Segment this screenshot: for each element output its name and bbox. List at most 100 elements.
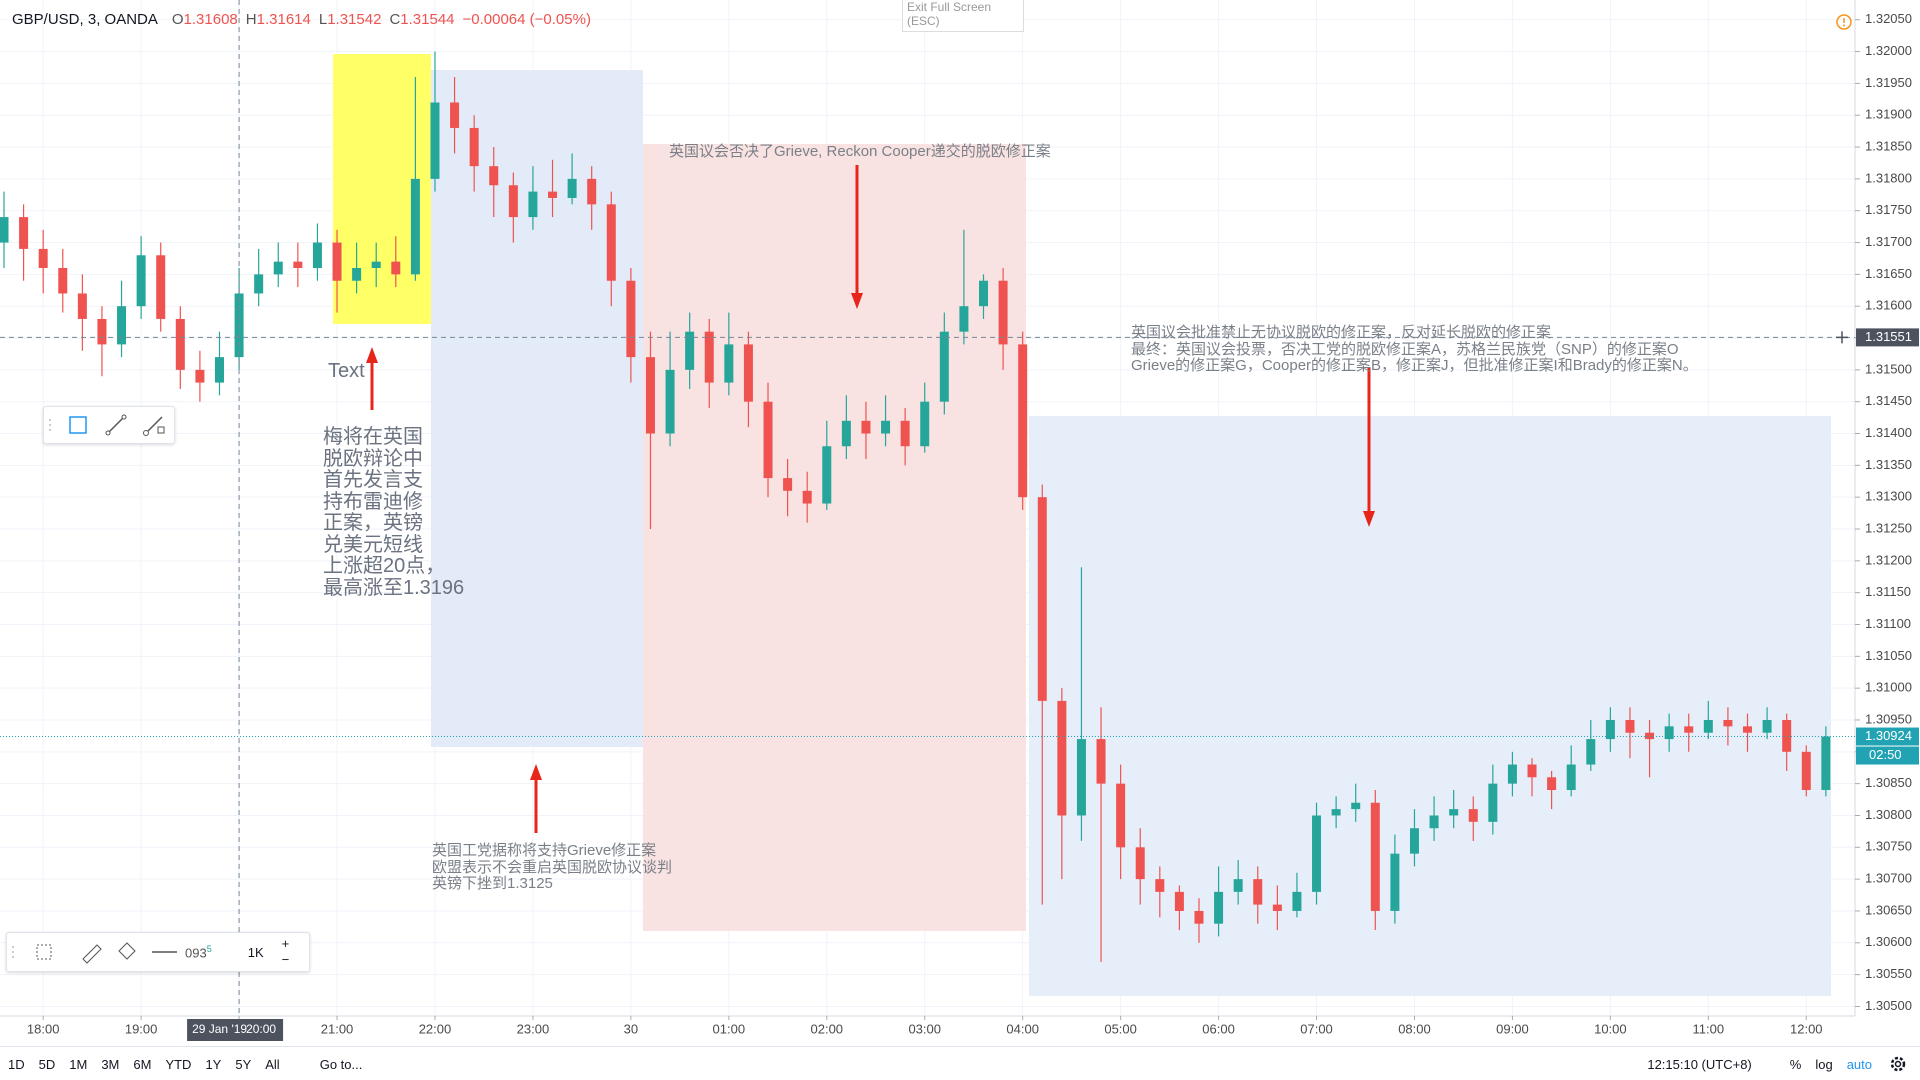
candle-body — [273, 261, 283, 275]
note-line: 兑美元短线 — [323, 533, 423, 556]
note-line: 正案，英镑 — [323, 512, 423, 534]
drawing-tools — [49, 414, 165, 436]
size-button[interactable]: 1K — [247, 944, 264, 960]
candle-body — [136, 255, 146, 307]
candle-body — [802, 490, 812, 504]
candle-body — [430, 102, 440, 179]
shape-rect — [643, 144, 1026, 931]
candle-body — [1253, 879, 1263, 905]
period-button[interactable]: 6M — [133, 1056, 152, 1072]
candle-body — [1292, 891, 1302, 911]
exit-hint: (ESC) — [907, 14, 940, 28]
plus-button[interactable]: + — [281, 936, 290, 951]
candle-body — [1527, 764, 1537, 778]
arrow-head — [366, 347, 378, 363]
note-line: 欧盟表示不会重启英国脱欧协议谈判 — [432, 858, 673, 876]
note-bottom[interactable]: 英国工党据称将支持Grieve修正案 欧盟表示不会重启英国脱欧协议谈判 英镑下挫到1… — [432, 842, 673, 893]
minus-button[interactable]: − — [281, 952, 290, 967]
candle-body — [1684, 726, 1694, 733]
note-right[interactable]: 英国议会批准禁止无协议脱欧的修正案，反对延长脱欧的修正案 最终：英国议会投票，否决… — [1131, 324, 1698, 375]
candle-body — [156, 255, 166, 319]
period-button[interactable]: YTD — [165, 1056, 192, 1072]
countdown-tag — [1856, 746, 1919, 765]
candle-body — [587, 178, 597, 205]
candle-body — [1488, 783, 1498, 822]
ray-tool[interactable] — [145, 416, 163, 434]
x-tick-label: 05:00 — [1104, 1021, 1137, 1036]
candle-body — [1468, 809, 1478, 822]
note-line: 英镑下挫到1.3125 — [432, 875, 553, 892]
fill-tool[interactable] — [118, 942, 136, 960]
goto-button[interactable]: Go to... — [319, 1056, 363, 1072]
period-button[interactable]: 5Y — [235, 1056, 252, 1072]
y-tick-label: 1.30800 — [1865, 807, 1912, 822]
candle-body — [1449, 809, 1459, 816]
crosshair-time-tag — [187, 1019, 284, 1041]
period-list: 1D 5D 1M 3M 6M YTD 1Y 5Y All — [8, 1057, 280, 1072]
arrow-head — [851, 293, 863, 309]
candle-body — [371, 261, 381, 269]
text-drawing[interactable]: Text — [328, 360, 365, 382]
rect-tool[interactable] — [69, 416, 87, 434]
candle-body — [822, 446, 832, 504]
note-top[interactable]: 英国议会否决了Grieve, Reckon Cooper递交的脱欧修正案 — [669, 143, 1051, 160]
value-sup: 5 — [206, 943, 212, 954]
y-tick-label: 1.30500 — [1865, 998, 1912, 1013]
note-left[interactable]: 梅将在英国 脱欧辩论中 首先发言支 持布雷迪修 正案，英镑 兑美元短线 上涨超20点， 最高涨… — [323, 426, 464, 599]
y-tick-label: 1.30750 — [1865, 839, 1912, 854]
note-line: 英国工党据称将支持Grieve修正案 — [432, 842, 657, 859]
y-tick-label: 1.30550 — [1865, 966, 1912, 981]
note-line: 持布雷迪修 — [323, 490, 423, 513]
period-button[interactable]: 1M — [69, 1056, 88, 1072]
x-tick-label: 04:00 — [1006, 1021, 1039, 1036]
candle-body — [469, 127, 479, 167]
auto-toggle[interactable]: auto — [1846, 1056, 1872, 1072]
candle-body — [332, 242, 342, 281]
candle-body — [1664, 726, 1674, 740]
candle-body — [626, 280, 636, 358]
period-button[interactable]: 1D — [8, 1056, 25, 1072]
period-button[interactable]: 1Y — [205, 1056, 222, 1072]
candle-body — [1605, 719, 1615, 740]
period-button[interactable]: 3M — [101, 1056, 120, 1072]
candle-body — [1331, 809, 1341, 816]
candle-body — [920, 401, 930, 447]
pen-tool[interactable] — [82, 944, 102, 964]
ohlc-key: C — [389, 11, 401, 28]
arrow-head — [530, 764, 542, 780]
settings-icon[interactable] — [1888, 1054, 1908, 1074]
candle-body — [783, 478, 793, 491]
symbol[interactable]: GBP/USD, 3, OANDA — [12, 11, 158, 28]
ohlc-key: O — [171, 11, 184, 28]
candle-body — [293, 261, 303, 269]
percent-toggle[interactable]: % — [1789, 1056, 1802, 1072]
exit-title[interactable]: Exit Full Screen — [907, 0, 992, 14]
arrow-head — [1363, 511, 1375, 527]
alert-icon[interactable] — [1834, 12, 1854, 32]
period-button[interactable]: All — [265, 1056, 280, 1072]
candle-body — [1801, 751, 1811, 791]
candle-body — [489, 166, 499, 186]
ohlc-value: 1.31608 — [183, 11, 238, 28]
candle-body — [1821, 736, 1831, 791]
exit-full-screen[interactable]: Exit Full Screen (ESC) — [902, 0, 1024, 32]
candle-body — [685, 331, 695, 370]
candle-body — [1507, 764, 1517, 784]
candle-body — [939, 331, 949, 402]
candle-body — [567, 178, 577, 198]
border-tool[interactable] — [36, 944, 52, 960]
y-tick-label: 1.31500 — [1865, 361, 1912, 376]
note-line: Grieve的修正案G，Cooper的修正案B，修正案J，但批准修正案I和Bra… — [1131, 357, 1698, 374]
candle-body — [998, 280, 1008, 345]
note-line: 脱欧辩论中 — [323, 447, 423, 470]
y-tick-label: 1.31400 — [1865, 425, 1912, 440]
candle-body — [1390, 853, 1400, 911]
candle-body — [1645, 732, 1655, 740]
x-tick-label: 01:00 — [713, 1021, 746, 1036]
y-tick-label: 1.31850 — [1865, 138, 1912, 153]
line-tool[interactable] — [107, 416, 125, 434]
candle-body — [1351, 802, 1361, 810]
period-button[interactable]: 5D — [38, 1056, 56, 1072]
shape-rect — [1029, 416, 1831, 996]
log-toggle[interactable]: log — [1815, 1056, 1833, 1072]
